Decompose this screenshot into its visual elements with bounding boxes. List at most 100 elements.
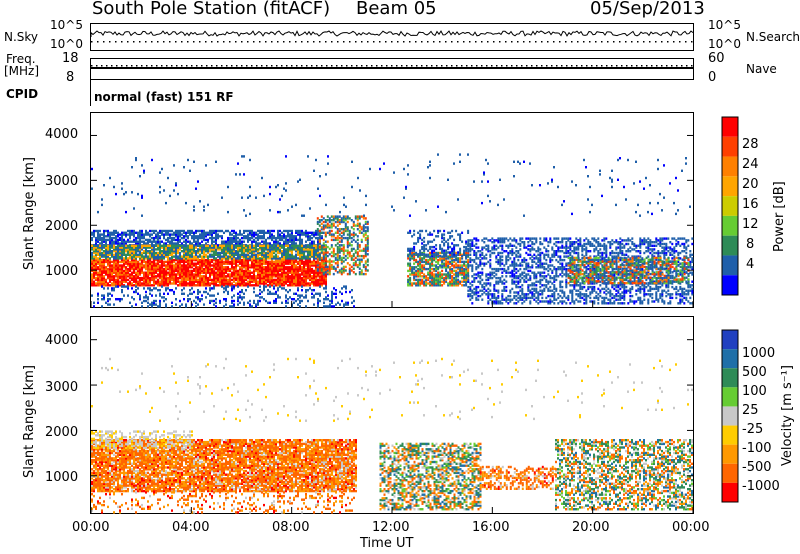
heat-cell [291, 253, 293, 256]
heat-cell [125, 248, 127, 251]
heat-cell [145, 284, 147, 287]
heat-cell [189, 266, 191, 269]
heat-cell [221, 255, 223, 258]
heat-cell [273, 301, 275, 304]
heat-cell [179, 260, 181, 264]
heat-cell [149, 287, 151, 290]
heat-cell [203, 235, 205, 238]
heat-cell [299, 253, 301, 256]
heat-cell [253, 266, 255, 269]
heat-cell [415, 282, 418, 285]
heat-cell [135, 258, 137, 262]
heat-cell [277, 294, 279, 297]
heat-cell [318, 258, 321, 261]
nsearch-dot [157, 41, 159, 43]
heat-cell [315, 250, 317, 253]
heat-cell [137, 264, 139, 267]
heat-cell [133, 244, 135, 247]
heat-cell [111, 238, 113, 242]
heat-cell [239, 262, 241, 265]
heat-cell [137, 255, 139, 258]
heat-cell [207, 292, 209, 295]
heat-cell [309, 244, 311, 247]
heat-cell [319, 280, 321, 283]
heat-cell [255, 260, 257, 264]
heat-cell [467, 260, 470, 264]
heat-cell [147, 282, 149, 285]
heat-cell [307, 238, 309, 242]
heat-cell [407, 254, 410, 258]
heat-cell [105, 278, 107, 282]
heat-cell [243, 275, 245, 278]
heat-cell [331, 294, 333, 297]
heat-cell [247, 276, 249, 280]
heat-cell [473, 291, 476, 294]
heat-cell [155, 271, 157, 274]
heat-cell [473, 258, 476, 262]
heat-cell [177, 266, 179, 269]
heat-cell [205, 260, 207, 264]
heat-cell [223, 248, 225, 251]
heat-cell [435, 266, 438, 269]
heat-cell [191, 248, 193, 251]
heat-cell [109, 264, 111, 267]
heat-cell [131, 262, 133, 265]
nave-dot [546, 65, 548, 67]
heat-cell [287, 276, 289, 280]
nave-dot [431, 65, 433, 67]
heat-cell [285, 262, 287, 265]
heat-cell [137, 292, 139, 295]
heat-cell [137, 266, 139, 269]
nsearch-dot [679, 41, 681, 43]
heat-cell [413, 255, 416, 258]
heat-cell [165, 229, 167, 233]
heat-cell [338, 236, 341, 240]
nave-dot [291, 65, 293, 67]
heat-cell [227, 242, 229, 245]
heat-cell [356, 254, 359, 258]
heat-cell [163, 299, 165, 303]
heat-cell [352, 224, 355, 227]
heat-cell [147, 231, 149, 234]
heat-cell [161, 244, 163, 247]
heat-cell [99, 284, 101, 287]
heat-cell [153, 250, 155, 253]
heat-cell [207, 240, 209, 243]
heat-cell [348, 251, 351, 254]
heat-cell [291, 273, 293, 276]
heat-cell [453, 238, 456, 242]
heat-cell [201, 278, 203, 282]
heat-cell [459, 251, 462, 255]
heat-cell [135, 253, 137, 256]
heat-cell [211, 271, 213, 274]
heat-cell [319, 266, 321, 269]
heat-cell [149, 282, 151, 285]
heat-cell [332, 249, 335, 252]
heat-cell [343, 285, 345, 288]
heat-cell [103, 269, 105, 273]
heat-cell [301, 276, 303, 280]
heat-cell [273, 278, 275, 282]
heat-cell [265, 257, 267, 260]
heat-cell [451, 247, 454, 251]
heat-cell [99, 266, 101, 269]
heat-cell [469, 239, 472, 242]
heat-cell [419, 278, 422, 282]
heat-cell [175, 276, 177, 280]
heat-cell [453, 273, 456, 276]
nave-dot [531, 65, 533, 67]
heat-cell [305, 269, 307, 273]
heat-cell [467, 275, 470, 278]
heat-cell [261, 278, 263, 282]
heat-cell [263, 231, 265, 234]
heat-cell [159, 248, 161, 251]
heat-cell [433, 254, 436, 258]
heat-cell [356, 235, 359, 238]
heat-cell [169, 244, 171, 247]
heat-cell [207, 276, 209, 280]
heat-cell [429, 269, 432, 273]
heat-cell [431, 240, 434, 243]
heat-cell [171, 289, 173, 292]
heat-cell [117, 267, 119, 271]
nsearch-dot [607, 41, 609, 43]
